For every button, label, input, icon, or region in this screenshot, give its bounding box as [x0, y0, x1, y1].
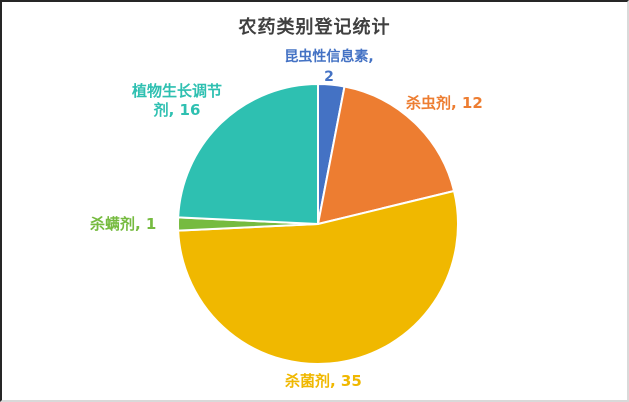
data-label-insecticide: 杀虫剂, 12 [406, 94, 483, 113]
data-label-line: 杀菌剂, 35 [285, 372, 362, 390]
data-label-acaricide: 杀螨剂, 1 [90, 215, 156, 234]
data-label-line: 昆虫性信息素, [284, 49, 374, 65]
data-label-insect-pheromone: 昆虫性信息素, 2 [249, 47, 409, 87]
pie-slice-fungicide[interactable] [177, 189, 459, 366]
data-label-line: 植物生长调节 [131, 82, 222, 100]
data-label-line: 杀虫剂, 12 [406, 94, 483, 112]
data-label-plant-growth-regulator: 植物生长调节 剂, 16 [97, 82, 257, 120]
chart-title: 农药类别登记统计 [238, 17, 391, 38]
data-label-line: 杀螨剂, 1 [90, 215, 157, 233]
pie-slice-plant-growth-regulator[interactable] [177, 83, 319, 225]
data-label-line: 2 [324, 69, 334, 85]
data-label-line: 剂, 16 [153, 101, 201, 119]
data-label-fungicide: 杀菌剂, 35 [285, 372, 362, 391]
pie-slice-insecticide[interactable] [317, 85, 456, 225]
